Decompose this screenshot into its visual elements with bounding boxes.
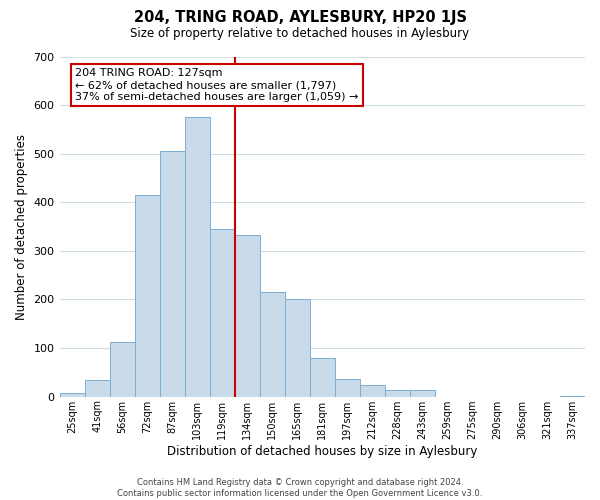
Bar (410, 390, 435, 396)
Bar (360, 384, 385, 396)
X-axis label: Distribution of detached houses by size in Aylesbury: Distribution of detached houses by size … (167, 444, 478, 458)
Bar (110, 342, 134, 396)
Bar (59, 393, 85, 396)
Bar (235, 235, 260, 396)
Bar (335, 378, 360, 396)
Y-axis label: Number of detached properties: Number of detached properties (15, 134, 28, 320)
Bar (310, 358, 335, 397)
Bar (160, 152, 185, 396)
Bar (134, 195, 160, 396)
Bar (260, 292, 285, 397)
Text: Size of property relative to detached houses in Aylesbury: Size of property relative to detached ho… (130, 28, 470, 40)
Text: 204, TRING ROAD, AYLESBURY, HP20 1JS: 204, TRING ROAD, AYLESBURY, HP20 1JS (133, 10, 467, 25)
Text: Contains HM Land Registry data © Crown copyright and database right 2024.
Contai: Contains HM Land Registry data © Crown c… (118, 478, 482, 498)
Text: 204 TRING ROAD: 127sqm
← 62% of detached houses are smaller (1,797)
37% of semi-: 204 TRING ROAD: 127sqm ← 62% of detached… (76, 68, 359, 102)
Bar (285, 300, 310, 396)
Bar (185, 117, 209, 396)
Bar (85, 380, 110, 396)
Bar (385, 390, 410, 396)
Bar (209, 229, 235, 396)
